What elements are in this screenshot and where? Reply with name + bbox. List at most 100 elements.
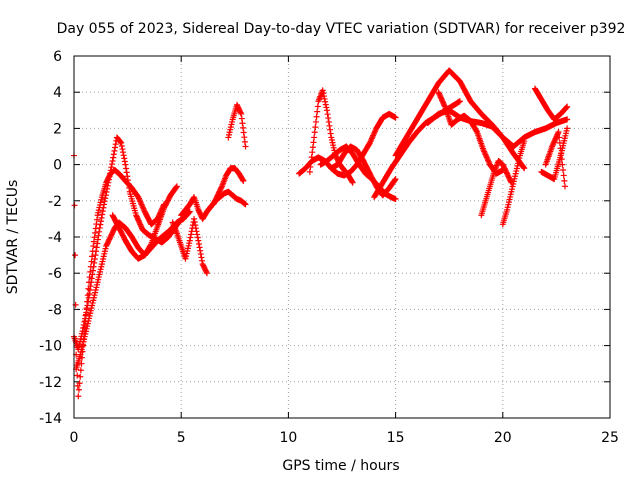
- data-point: [392, 195, 399, 202]
- data-point: [322, 98, 329, 105]
- y-tick-label: -6: [48, 266, 62, 282]
- data-point: [306, 168, 313, 175]
- data-point: [88, 275, 95, 282]
- data-point: [241, 134, 248, 141]
- data-point: [76, 380, 83, 387]
- data-point: [326, 122, 333, 129]
- data-point: [89, 271, 96, 278]
- data-point: [241, 138, 248, 145]
- data-point: [87, 283, 94, 290]
- data-point: [81, 318, 88, 325]
- data-point: [238, 115, 245, 122]
- data-point: [309, 149, 316, 156]
- data-point: [237, 109, 244, 116]
- chart-title: Day 055 of 2023, Sidereal Day-to-day VTE…: [57, 21, 626, 37]
- data-point: [521, 165, 528, 172]
- data-point: [112, 141, 119, 148]
- series-s21: [542, 129, 568, 190]
- x-axis-label: GPS time / hours: [282, 458, 399, 474]
- data-point: [311, 129, 318, 136]
- data-point: [90, 238, 97, 245]
- data-point: [310, 139, 317, 146]
- data-point: [107, 170, 114, 177]
- y-tick-label: -4: [48, 230, 62, 246]
- data-point: [94, 236, 101, 243]
- data-point: [89, 267, 96, 274]
- data-point: [103, 189, 110, 196]
- data-point: [186, 208, 193, 215]
- data-point: [196, 244, 203, 251]
- data-point: [105, 179, 112, 186]
- series-s8: [225, 101, 249, 150]
- data-point: [240, 177, 247, 184]
- y-tick-label: -12: [39, 375, 62, 391]
- data-point: [239, 176, 246, 183]
- data-point: [323, 104, 330, 111]
- data-point: [314, 108, 321, 115]
- data-point: [123, 165, 130, 172]
- data-point: [88, 258, 95, 265]
- data-point: [173, 184, 180, 191]
- data-point: [92, 252, 99, 259]
- data-point: [308, 159, 315, 166]
- data-point: [349, 178, 356, 185]
- data-point: [125, 180, 132, 187]
- data-point: [556, 134, 563, 141]
- x-tick-label: 20: [494, 430, 512, 446]
- data-point: [173, 183, 180, 190]
- data-point: [118, 142, 125, 149]
- data-point: [321, 95, 328, 102]
- data-point: [561, 177, 568, 184]
- data-point: [242, 201, 249, 208]
- data-point: [349, 179, 356, 186]
- data-point: [77, 367, 84, 374]
- data-point: [324, 111, 331, 118]
- plot-frame: [73, 55, 611, 419]
- data-point: [314, 103, 321, 110]
- data-point: [121, 158, 128, 165]
- data-point: [560, 167, 567, 174]
- data-point: [93, 216, 100, 223]
- y-tick-label: -10: [39, 339, 62, 355]
- data-point: [112, 144, 119, 151]
- data-point: [239, 120, 246, 127]
- data-point: [195, 240, 202, 247]
- data-point: [555, 129, 562, 136]
- data-point: [191, 219, 198, 226]
- data-point: [322, 101, 329, 108]
- data-point: [102, 192, 109, 199]
- data-point: [96, 224, 103, 231]
- data-point: [327, 126, 334, 133]
- data-point: [238, 110, 245, 117]
- data-point: [327, 130, 334, 137]
- data-point: [313, 113, 320, 120]
- data-point: [564, 125, 571, 132]
- data-point: [90, 263, 97, 270]
- data-point: [456, 98, 463, 105]
- data-point: [108, 164, 115, 171]
- data-point: [203, 270, 210, 277]
- data-point: [111, 147, 118, 154]
- data-point: [97, 218, 104, 225]
- data-point: [110, 154, 117, 161]
- data-point: [392, 114, 399, 121]
- data-point: [320, 90, 327, 97]
- data-point: [85, 298, 92, 305]
- series-s19: [531, 85, 571, 123]
- data-point: [186, 237, 193, 244]
- data-point: [323, 107, 330, 114]
- x-tick-label: 5: [177, 430, 186, 446]
- x-tick-label: 15: [387, 430, 405, 446]
- data-point: [312, 124, 319, 131]
- x-tick-labels: 0 5 10 15 20 25: [70, 430, 619, 446]
- data-point: [392, 176, 399, 183]
- y-tick-label: 2: [53, 121, 62, 137]
- data-point: [74, 372, 81, 379]
- series-s5: [169, 215, 210, 277]
- data-point: [319, 87, 326, 94]
- data-point: [110, 151, 117, 158]
- data-point: [91, 259, 98, 266]
- data-point: [83, 309, 90, 316]
- data-points: [71, 67, 571, 400]
- data-point: [311, 134, 318, 141]
